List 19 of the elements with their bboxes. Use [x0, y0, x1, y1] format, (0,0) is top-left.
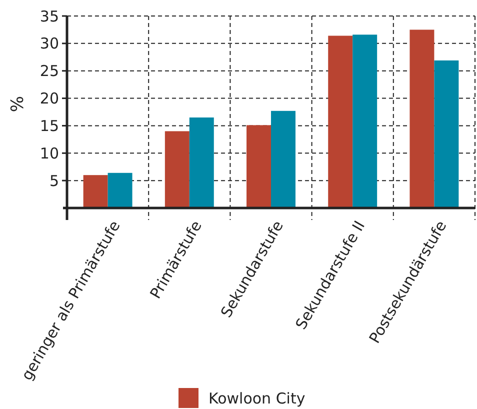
bar [434, 60, 459, 208]
bar [410, 30, 434, 208]
legend-label: Kowloon City [208, 389, 306, 408]
y-tick-label: 20 [40, 90, 59, 108]
bar [271, 110, 296, 208]
y-tick-label: 30 [40, 34, 59, 53]
bar [246, 125, 271, 208]
y-axis-title: % [8, 96, 28, 112]
bar [328, 36, 353, 208]
bar [164, 131, 190, 208]
y-tick-label: 10 [40, 144, 59, 162]
bar [189, 117, 214, 208]
bar [108, 172, 132, 208]
y-tick-label: 5 [49, 172, 59, 190]
y-tick-label: 35 [40, 7, 59, 26]
bar [83, 175, 108, 208]
y-tick-label: 15 [40, 116, 59, 135]
bar [352, 34, 378, 208]
y-tick-label: 25 [40, 62, 59, 80]
